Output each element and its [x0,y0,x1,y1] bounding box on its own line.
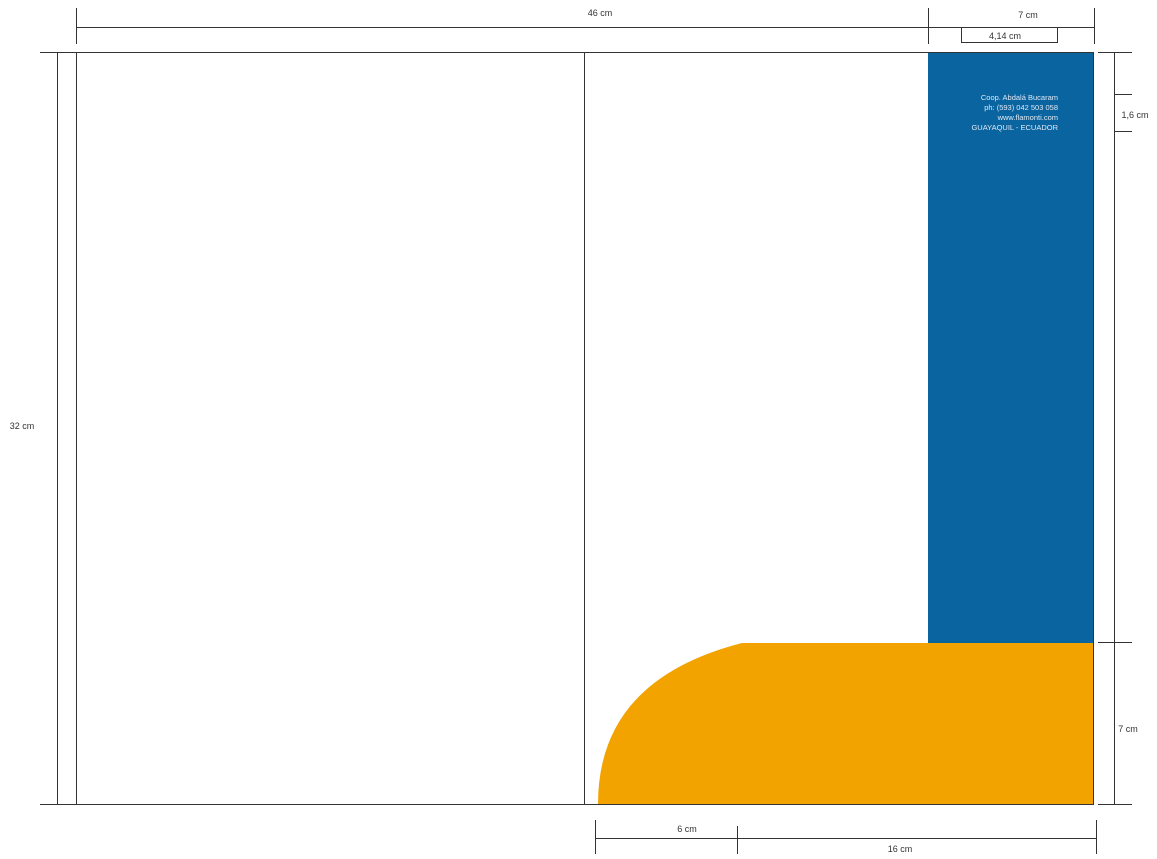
dimension-curve-width-label: 6 cm [677,824,697,834]
dimension-pocket-straight-label: 16 cm [888,844,913,854]
dimension-contact-offset-label: 1,6 cm [1121,110,1148,120]
dimension-flap-width-label: 7 cm [1018,10,1038,20]
dimension-pocket-height-label: 7 cm [1118,724,1138,734]
dimension-bottom: 6 cm 16 cm [595,820,1097,854]
contact-line-2: ph: (593) 042 503 058 [984,103,1058,112]
contact-line-3: www.flamonti.com [997,113,1058,122]
dimension-contact-width-label: 4,14 cm [989,31,1021,41]
contact-line-1: Coop. Abdalá Bucaram [981,93,1058,102]
dimension-pocket-height: 7 cm [1098,642,1138,805]
orange-pocket [598,643,1093,804]
dimension-total-height-label: 32 cm [10,421,35,431]
dimension-contact-offset: 1,6 cm [1098,52,1149,132]
contact-line-4: GUAYAQUIL - ECUADOR [971,123,1058,132]
dimension-total-height: 32 cm [10,52,76,805]
dimension-flap-width: 7 cm [928,8,1095,44]
dimension-total-width-label: 46 cm [588,8,613,18]
blue-flap [928,53,1093,643]
dimension-total-width: 46 cm [76,8,929,44]
dimension-contact-width: 4,14 cm [961,28,1058,43]
